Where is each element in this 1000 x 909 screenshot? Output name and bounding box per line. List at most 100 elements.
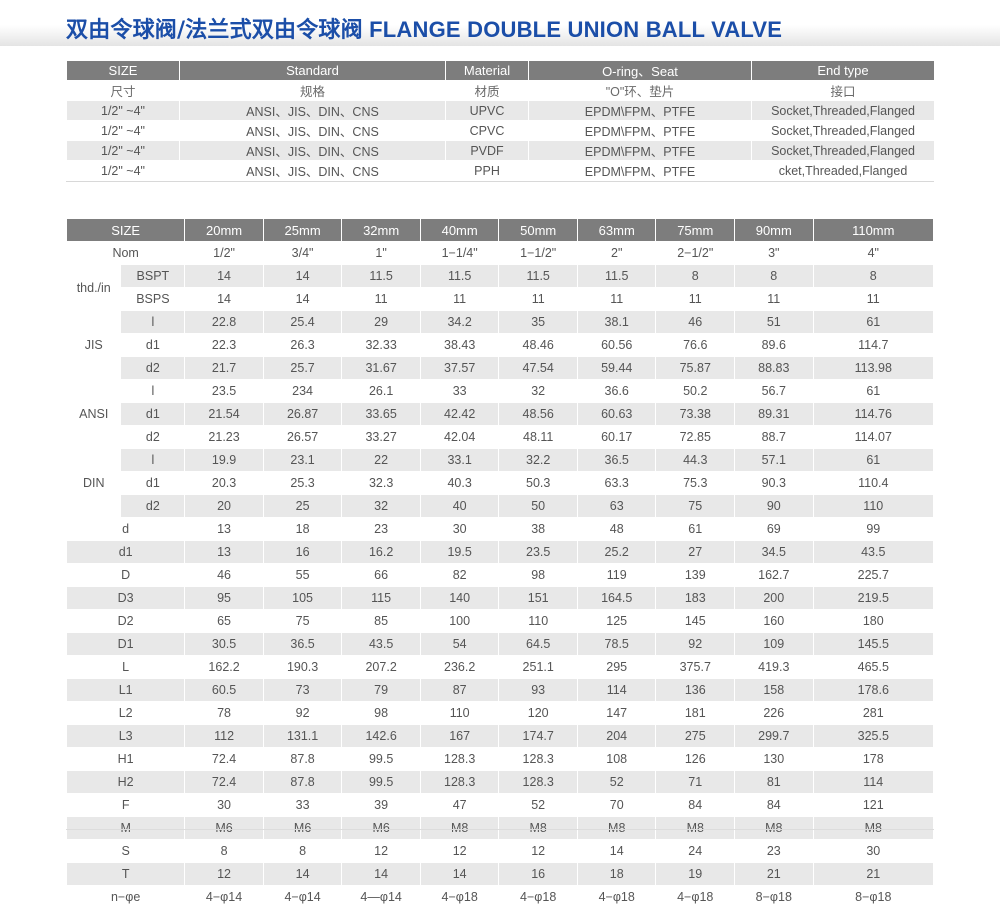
dimensions-cell-r22-c5: 108 bbox=[576, 747, 657, 771]
dimensions-col-header-5: 63mm bbox=[576, 218, 657, 242]
dimensions-cell-r24-c3: 47 bbox=[419, 793, 500, 817]
dimensions-row-label-7: d1 bbox=[120, 402, 186, 426]
dimensions-cell-r19-c3: 87 bbox=[419, 678, 500, 702]
dimensions-cell-r9-c8: 61 bbox=[812, 448, 935, 472]
dimensions-cell-r4-c2: 32.33 bbox=[341, 333, 421, 357]
overview-cell-r2-c4: Socket,Threaded,Flanged bbox=[751, 140, 935, 161]
table-row: L1 60.5 73 79 87 93 114 136 158 178.6 bbox=[65, 678, 935, 702]
dimensions-cell-r21-c3: 167 bbox=[419, 724, 500, 748]
dimensions-cell-r6-c5: 36.6 bbox=[576, 379, 657, 403]
dimensions-cell-r18-c5: 295 bbox=[576, 655, 657, 679]
dimensions-cell-r4-c6: 76.6 bbox=[655, 333, 736, 357]
dimensions-cell-r3-c6: 46 bbox=[655, 310, 736, 334]
overview-cell-r3-c1: ANSI、JIS、DIN、CNS bbox=[179, 160, 446, 181]
dimensions-row-label-11: d2 bbox=[120, 494, 186, 518]
dimensions-cell-r15-c5: 164.5 bbox=[576, 586, 657, 610]
dimensions-cell-r16-c7: 160 bbox=[734, 609, 814, 633]
dimensions-col-header-3: 40mm bbox=[419, 218, 500, 242]
dimensions-header-row: SIZE 20mm 25mm 32mm 40mm 50mm 63mm 75mm 90mm 110m… bbox=[65, 218, 935, 242]
dimensions-cell-r15-c0: 95 bbox=[184, 586, 264, 610]
dimensions-cell-r11-c0: 20 bbox=[184, 494, 264, 518]
table-row: H1 72.4 87.8 99.5 128.3 128.3 108 126 130 178 bbox=[65, 747, 935, 771]
table-row: d2 21.23 26.57 33.27 42.04 48.11 60.17 72.85 88.… bbox=[67, 425, 935, 449]
dimensions-cell-r22-c0: 72.4 bbox=[184, 747, 264, 771]
dimensions-cell-r13-c1: 16 bbox=[262, 540, 343, 564]
dimensions-group-label-thdin: thd./in bbox=[65, 264, 122, 311]
title-background-bar bbox=[0, 8, 1000, 46]
overview-header-cell-0: SIZE bbox=[66, 60, 180, 81]
dimensions-cell-r11-c2: 32 bbox=[341, 494, 421, 518]
dimensions-cell-r25-c1: M6 bbox=[262, 816, 343, 840]
overview-cell-r0-c0: 1/2" ~4" bbox=[66, 100, 180, 121]
dimensions-cell-r11-c3: 40 bbox=[419, 494, 500, 518]
dimensions-cell-r8-c3: 42.04 bbox=[419, 425, 500, 449]
dimensions-cell-r22-c8: 178 bbox=[812, 747, 935, 771]
dimensions-cell-r8-c0: 21.23 bbox=[184, 425, 264, 449]
dimensions-row-label-8: d2 bbox=[120, 425, 186, 449]
table-row: D2 65 75 85 100 110 125 145 160 180 bbox=[65, 609, 935, 633]
table-row: ANSI l 23.5 234 26.1 33 32 36.6 50.2 56.7 61 bbox=[65, 379, 935, 449]
dimensions-cell-r7-c5: 60.63 bbox=[576, 402, 657, 426]
dimensions-cell-r0-c3: 1−1/4" bbox=[419, 241, 500, 265]
dimensions-cell-r23-c8: 114 bbox=[812, 770, 935, 794]
dimensions-row-label-17: D1 bbox=[65, 632, 186, 656]
dimensions-cell-r12-c8: 99 bbox=[812, 517, 935, 541]
dimensions-cell-r24-c2: 39 bbox=[341, 793, 421, 817]
dimensions-cell-r10-c4: 50.3 bbox=[498, 471, 578, 495]
table-row: F 30 33 39 47 52 70 84 84 121 bbox=[65, 793, 935, 817]
dimensions-cell-r27-c6: 19 bbox=[655, 862, 736, 886]
dimensions-cell-r27-c1: 14 bbox=[262, 862, 343, 886]
dimensions-cell-r0-c1: 3/4" bbox=[262, 241, 343, 265]
dimensions-cell-r19-c1: 73 bbox=[262, 678, 343, 702]
dimensions-cell-r17-c6: 92 bbox=[655, 632, 736, 656]
dimensions-cell-r11-c1: 25 bbox=[262, 494, 343, 518]
table-row: D3 95 105 115 140 151 164.5 183 200 219.5 bbox=[65, 586, 935, 610]
overview-header-cn-cell-3: "O"环、垫片 bbox=[528, 80, 752, 101]
dimensions-cell-r23-c5: 52 bbox=[576, 770, 657, 794]
dimensions-cell-r15-c2: 115 bbox=[341, 586, 421, 610]
dimensions-cell-r15-c1: 105 bbox=[262, 586, 343, 610]
dimensions-cell-r17-c5: 78.5 bbox=[576, 632, 657, 656]
dimensions-cell-r15-c8: 219.5 bbox=[812, 586, 935, 610]
dimensions-cell-r16-c6: 145 bbox=[655, 609, 736, 633]
dimensions-cell-r18-c4: 251.1 bbox=[498, 655, 578, 679]
dimensions-cell-r3-c3: 34.2 bbox=[419, 310, 500, 334]
dimensions-row-label-21: L3 bbox=[65, 724, 186, 748]
table-row: d1 21.54 26.87 33.65 42.42 48.56 60.63 73.38 89.… bbox=[67, 402, 935, 426]
dimensions-cell-r9-c1: 23.1 bbox=[262, 448, 343, 472]
dimensions-row-label-6: l bbox=[120, 379, 186, 403]
dimensions-cell-r19-c7: 158 bbox=[734, 678, 814, 702]
dimensions-row-label-24: F bbox=[65, 793, 186, 817]
dimensions-row-label-22: H1 bbox=[65, 747, 186, 771]
dimensions-cell-r20-c2: 98 bbox=[341, 701, 421, 725]
overview-table-bottom-rule bbox=[66, 181, 934, 182]
overview-header-cell-3: O-ring、Seat bbox=[528, 60, 752, 81]
dimensions-cell-r17-c2: 43.5 bbox=[341, 632, 421, 656]
dimensions-row-label-12: d bbox=[65, 517, 186, 541]
dimensions-cell-r4-c3: 38.43 bbox=[419, 333, 500, 357]
dimensions-cell-r16-c4: 110 bbox=[498, 609, 578, 633]
dimensions-cell-r19-c5: 114 bbox=[576, 678, 657, 702]
dimensions-cell-r20-c3: 110 bbox=[419, 701, 500, 725]
dimensions-cell-r9-c3: 33.1 bbox=[419, 448, 500, 472]
dimensions-cell-r0-c2: 1" bbox=[341, 241, 421, 265]
dimensions-cell-r24-c0: 30 bbox=[184, 793, 264, 817]
dimensions-cell-r22-c1: 87.8 bbox=[262, 747, 343, 771]
dimensions-cell-r25-c7: M8 bbox=[734, 816, 814, 840]
dimensions-cell-r6-c1: 234 bbox=[262, 379, 343, 403]
page-title-english: FLANGE DOUBLE UNION BALL VALVE bbox=[362, 17, 783, 42]
dimensions-cell-r18-c1: 190.3 bbox=[262, 655, 343, 679]
dimensions-cell-r27-c8: 21 bbox=[812, 862, 935, 886]
dimensions-row-label-10: d1 bbox=[120, 471, 186, 495]
table-row: d1 20.3 25.3 32.3 40.3 50.3 63.3 75.3 90.3 110.4 bbox=[67, 471, 935, 495]
overview-header-row-cn: 尺寸 规格 材质 "O"环、垫片 接口 bbox=[66, 80, 935, 101]
dimensions-cell-r17-c3: 54 bbox=[419, 632, 500, 656]
dimensions-row-label-9: l bbox=[120, 448, 186, 472]
dimensions-cell-r19-c2: 79 bbox=[341, 678, 421, 702]
table-row: d1 13 16 16.2 19.5 23.5 25.2 27 34.5 43.5 bbox=[65, 540, 935, 564]
table-row: T 12 14 14 14 16 18 19 21 21 bbox=[65, 862, 935, 886]
dimensions-cell-r5-c0: 21.7 bbox=[184, 356, 264, 380]
dimensions-cell-r2-c7: 11 bbox=[734, 287, 814, 311]
dimensions-cell-r24-c8: 121 bbox=[812, 793, 935, 817]
table-row: H2 72.4 87.8 99.5 128.3 128.3 52 71 81 114 bbox=[65, 770, 935, 794]
